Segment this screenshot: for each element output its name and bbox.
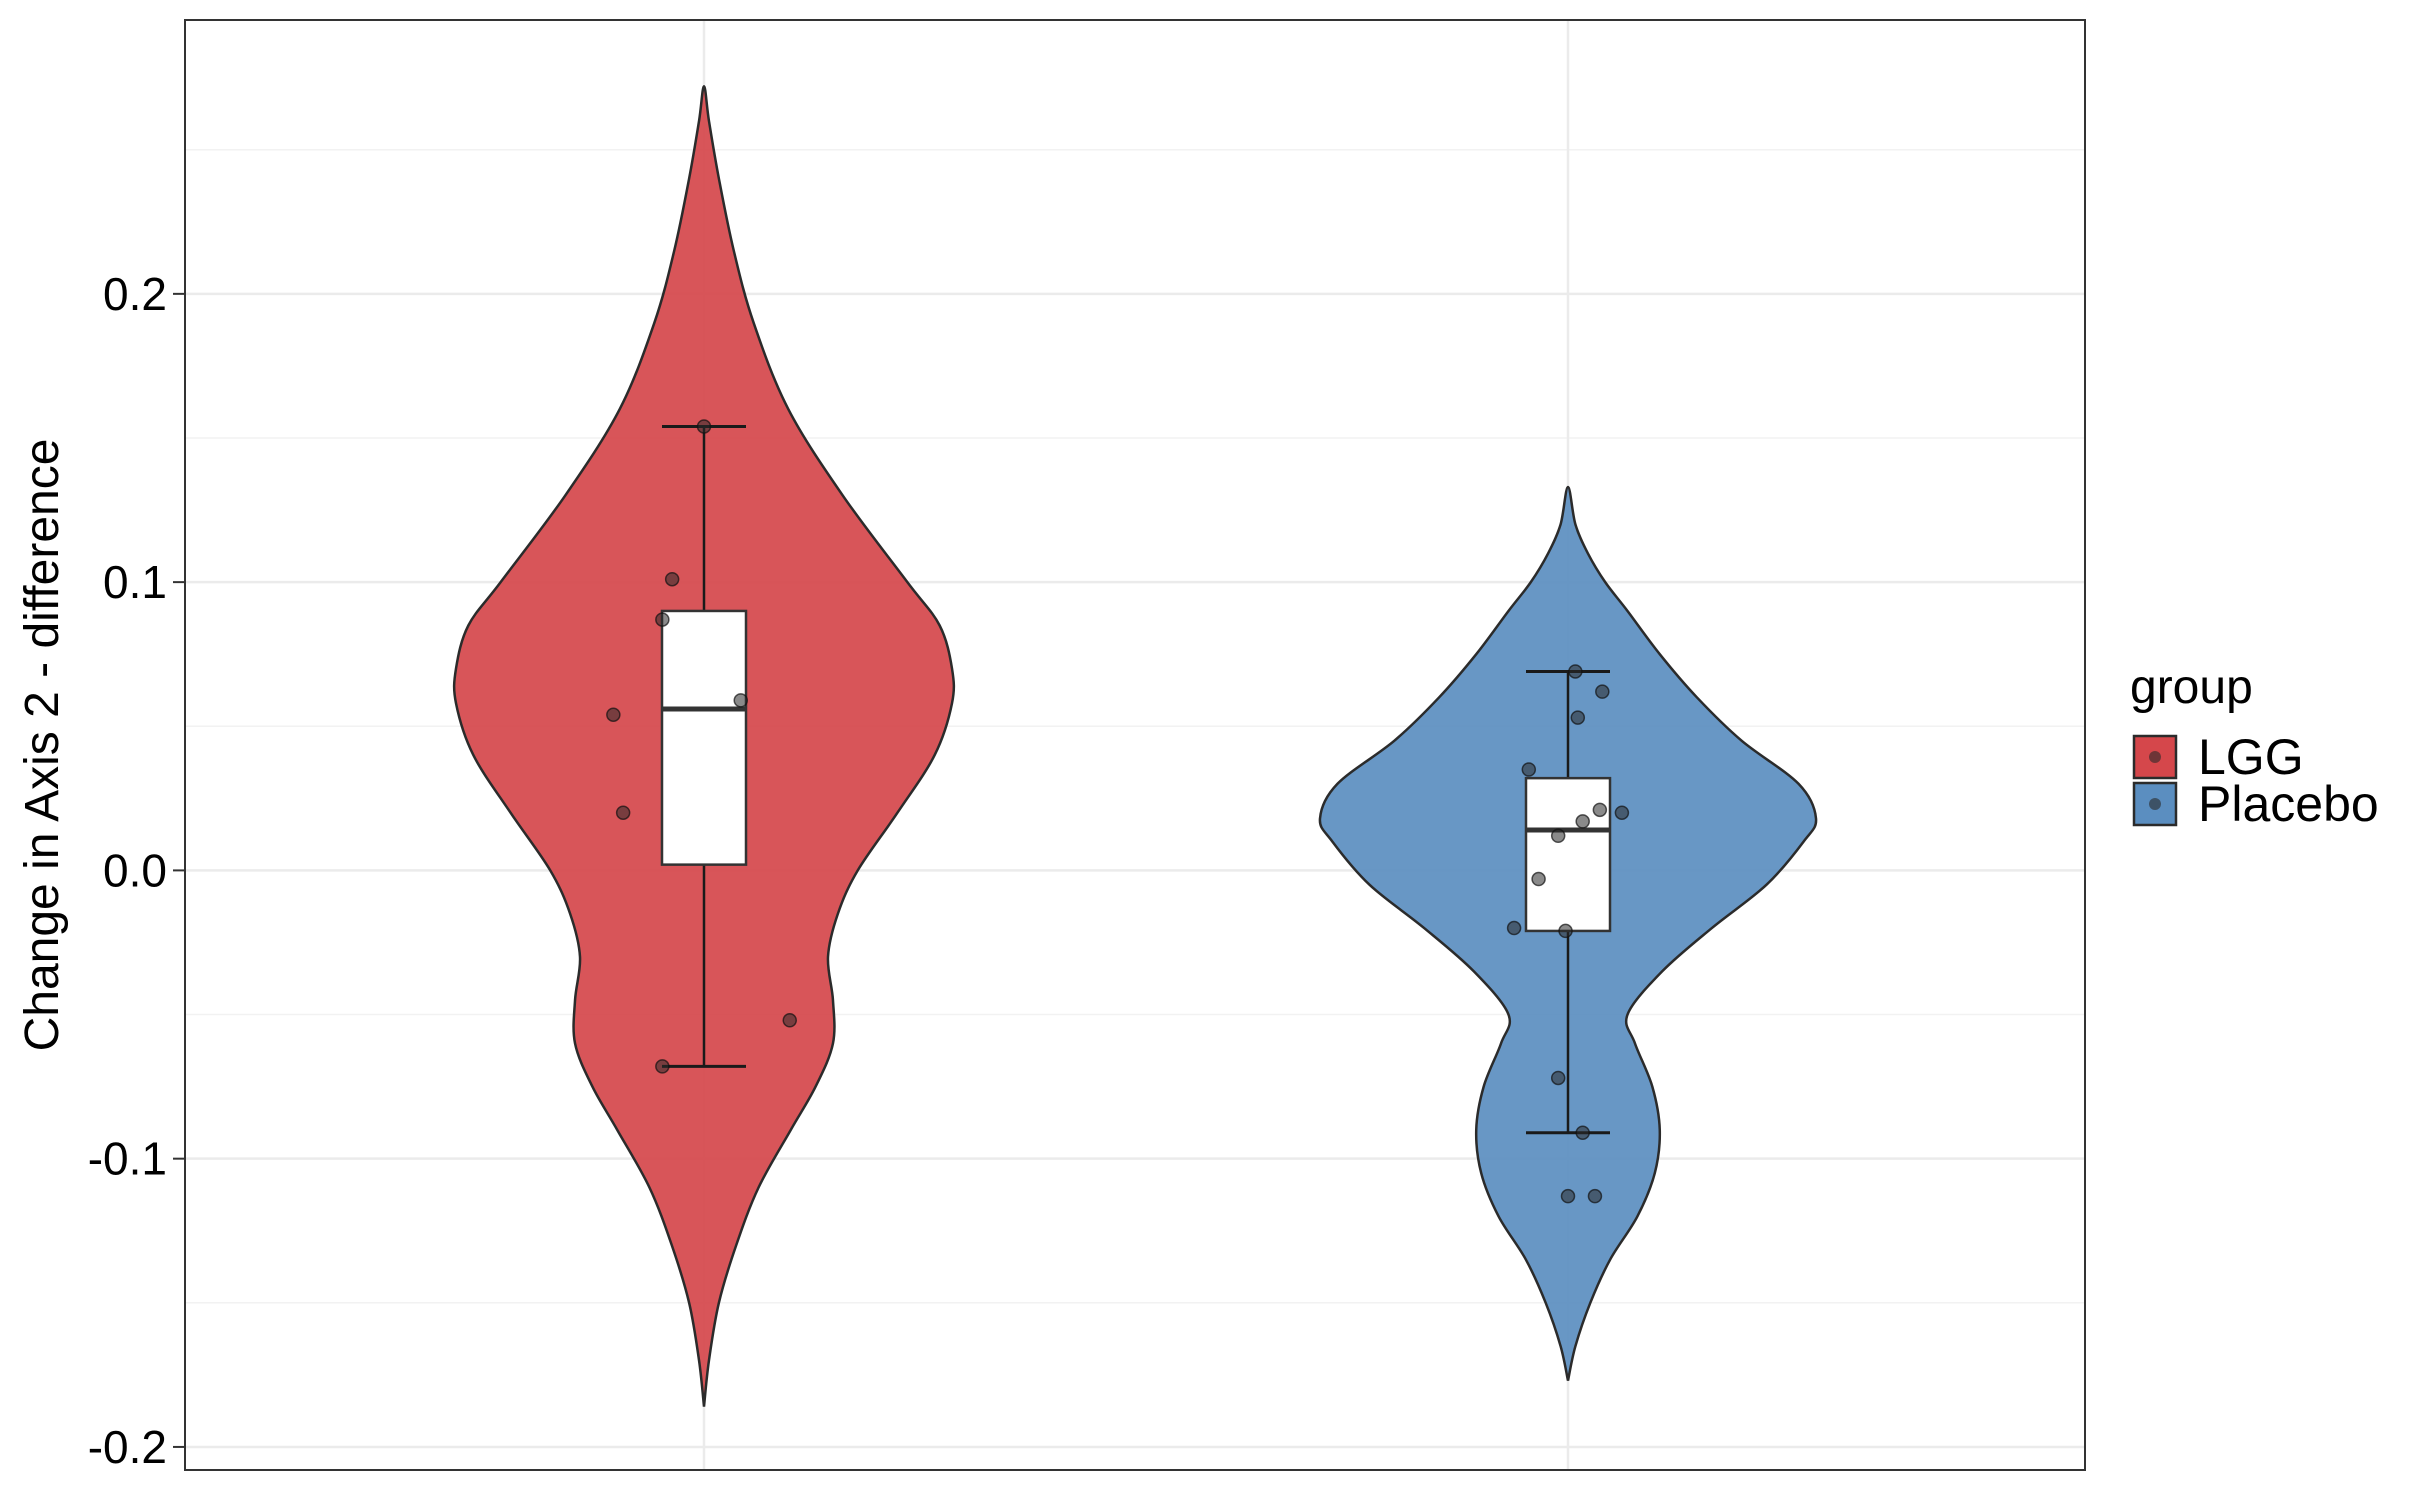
panel-border bbox=[184, 19, 2086, 1471]
data-point bbox=[1587, 1188, 1603, 1204]
box-iqr bbox=[1524, 776, 1612, 933]
data-point bbox=[1575, 1125, 1590, 1140]
data-point bbox=[696, 419, 712, 434]
data-point bbox=[1592, 802, 1608, 818]
data-point bbox=[1558, 923, 1573, 939]
legend-key-point bbox=[2149, 798, 2161, 810]
data-point bbox=[1570, 710, 1586, 725]
data-point bbox=[1550, 1070, 1566, 1086]
data-point bbox=[615, 805, 631, 820]
data-point bbox=[1521, 762, 1537, 777]
y-axis-ticks: -0.2 -0.1 0.0 0.1 0.2 bbox=[88, 268, 185, 1473]
data-point bbox=[1550, 828, 1566, 844]
legend-title: group bbox=[2130, 661, 2253, 714]
box-iqr bbox=[660, 609, 748, 866]
data-point bbox=[1531, 871, 1546, 887]
y-axis-title: Change in Axis 2 - difference bbox=[16, 439, 69, 1052]
data-point bbox=[664, 571, 680, 587]
data-point bbox=[655, 1059, 670, 1074]
y-tick-label: 0.2 bbox=[103, 268, 167, 320]
data-point bbox=[606, 707, 621, 722]
y-tick-label: 0.1 bbox=[103, 556, 167, 608]
y-tick-label: -0.2 bbox=[88, 1421, 167, 1473]
data-point bbox=[1595, 684, 1610, 699]
data-point bbox=[1614, 805, 1630, 820]
data-point bbox=[1560, 1188, 1576, 1204]
data-point bbox=[1506, 920, 1522, 936]
data-point bbox=[1568, 664, 1583, 679]
legend-label-placebo: Placebo bbox=[2198, 776, 2379, 832]
y-tick-label: -0.1 bbox=[88, 1133, 167, 1185]
legend-label-lgg: LGG bbox=[2198, 729, 2304, 785]
data-point bbox=[655, 612, 670, 627]
boxplots bbox=[660, 424, 1612, 1135]
jitter-points bbox=[606, 419, 1630, 1204]
data-point bbox=[1575, 814, 1590, 829]
legend-key-point bbox=[2149, 751, 2161, 763]
data-point bbox=[733, 693, 748, 708]
data-point bbox=[782, 1013, 797, 1028]
y-tick-label: 0.0 bbox=[103, 844, 167, 896]
